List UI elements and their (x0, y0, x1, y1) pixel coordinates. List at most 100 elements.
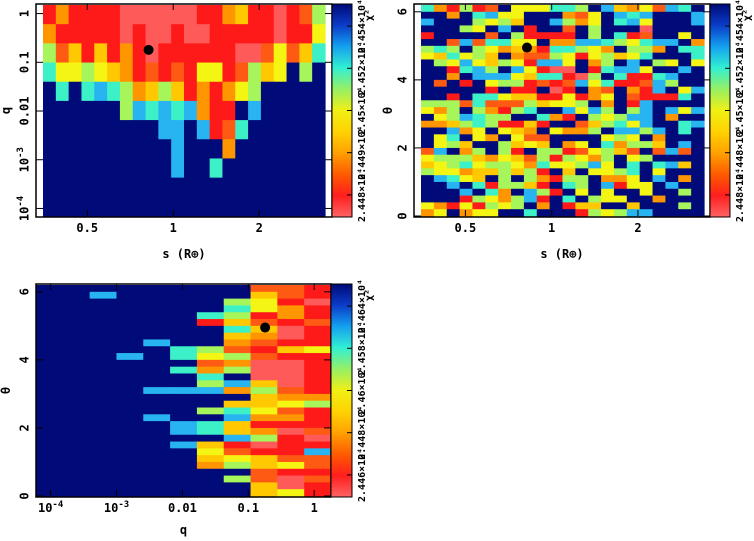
y-tick-label: 0 (18, 492, 32, 499)
heatmap-cell (145, 62, 159, 83)
heatmap-cell (277, 468, 305, 477)
heatmap-cell (588, 188, 602, 197)
heatmap-cell (250, 455, 278, 463)
heatmap-cell (626, 66, 641, 74)
heatmap-cell (260, 120, 275, 140)
heatmap-cell (143, 298, 171, 307)
heatmap-cell (665, 45, 679, 54)
heatmap-cell (421, 52, 435, 61)
heatmap-cell (678, 127, 692, 135)
heatmap-cell (62, 434, 91, 443)
heatmap-cell (446, 5, 461, 13)
heatmap-cell (222, 43, 236, 64)
heatmap-cell (209, 43, 224, 64)
heatmap-cell (575, 18, 589, 27)
heatmap-cell (196, 353, 225, 361)
heatmap-cell (273, 81, 288, 102)
heatmap-cell (196, 475, 225, 483)
heatmap-cell (62, 346, 91, 354)
heatmap-cell (562, 181, 576, 190)
heatmap-cell (536, 86, 551, 95)
heatmap-cell (421, 161, 435, 169)
heatmap-cell (36, 285, 64, 293)
heatmap-cell (485, 52, 499, 61)
heatmap-cell (235, 5, 249, 25)
heatmap-cell (678, 113, 692, 122)
heatmap-cell (119, 43, 134, 64)
heatmap-cell (613, 134, 628, 142)
heatmap-cell (472, 52, 486, 61)
heatmap-cell (549, 18, 564, 27)
heatmap-cell (222, 120, 236, 140)
heatmap-cell (511, 25, 525, 33)
heatmap-cell (273, 5, 288, 25)
heatmap-cell (145, 5, 159, 25)
heatmap-cell (433, 73, 448, 81)
y-tick-label: 0.01 (18, 97, 32, 126)
heatmap-cell (196, 421, 225, 429)
heatmap-cell (209, 120, 224, 140)
heatmap-cell (691, 32, 705, 40)
heatmap-cell (601, 107, 615, 115)
heatmap-cell (691, 11, 705, 20)
heatmap-cell (304, 339, 332, 347)
heatmap-cell (55, 81, 70, 102)
heatmap-cell (89, 407, 118, 415)
heatmap-cell (523, 11, 538, 20)
heatmap-cell (277, 319, 305, 327)
heatmap-cell (459, 209, 474, 217)
heatmap-cell (549, 147, 564, 156)
heatmap-cell (485, 113, 499, 122)
heatmap-cell (613, 32, 628, 40)
heatmap-cell (132, 81, 147, 102)
heatmap-cell (459, 127, 474, 135)
heatmap-cell (235, 62, 249, 83)
heatmap-cell (81, 100, 95, 121)
heatmap-cell (143, 489, 171, 497)
heatmap-cell (223, 291, 252, 300)
heatmap-cell (312, 158, 326, 179)
heatmap-cell (562, 127, 576, 135)
heatmap-cell (277, 325, 305, 334)
heatmap-cell (459, 73, 474, 81)
heatmap-cell (209, 177, 224, 198)
heatmap-cell (421, 209, 435, 217)
heatmap-cell (235, 139, 249, 160)
heatmap-cell (639, 5, 654, 13)
heatmap-cell (498, 181, 512, 190)
heatmap-cell (223, 312, 252, 320)
heatmap-cell (613, 188, 628, 197)
heatmap-cell (433, 39, 448, 47)
heatmap-cell (626, 5, 641, 13)
heatmap-cell (523, 32, 538, 40)
heatmap-cell (691, 52, 705, 61)
heatmap-cell (613, 195, 628, 203)
heatmap-cell (299, 5, 313, 25)
heatmap-cell (312, 5, 326, 25)
heatmap-cell (562, 79, 576, 88)
heatmap-cell (575, 175, 589, 183)
heatmap-cell (536, 195, 551, 203)
heatmap-cell (107, 43, 121, 64)
heatmap-cell (678, 11, 692, 20)
heatmap-cell (170, 434, 198, 443)
heatmap-cell (446, 181, 461, 190)
heatmap-cell (691, 181, 705, 190)
heatmap-cell (626, 202, 641, 210)
heatmap-cell (678, 120, 692, 129)
heatmap-cell (498, 161, 512, 169)
heatmap-cell (562, 39, 576, 47)
heatmap-cell (107, 81, 121, 102)
heatmap-cell (665, 161, 679, 169)
heatmap-cell (250, 427, 278, 436)
heatmap-cell (184, 120, 198, 140)
heatmap-cell (601, 45, 615, 54)
heatmap-cell (170, 461, 198, 470)
heatmap-cell (652, 11, 667, 20)
heatmap-cell (196, 339, 225, 347)
heatmap-cell (575, 32, 589, 40)
heatmap-cell (626, 39, 641, 47)
heatmap-cell (209, 62, 224, 83)
heatmap-cell (250, 482, 278, 490)
heatmap-cell (601, 93, 615, 101)
